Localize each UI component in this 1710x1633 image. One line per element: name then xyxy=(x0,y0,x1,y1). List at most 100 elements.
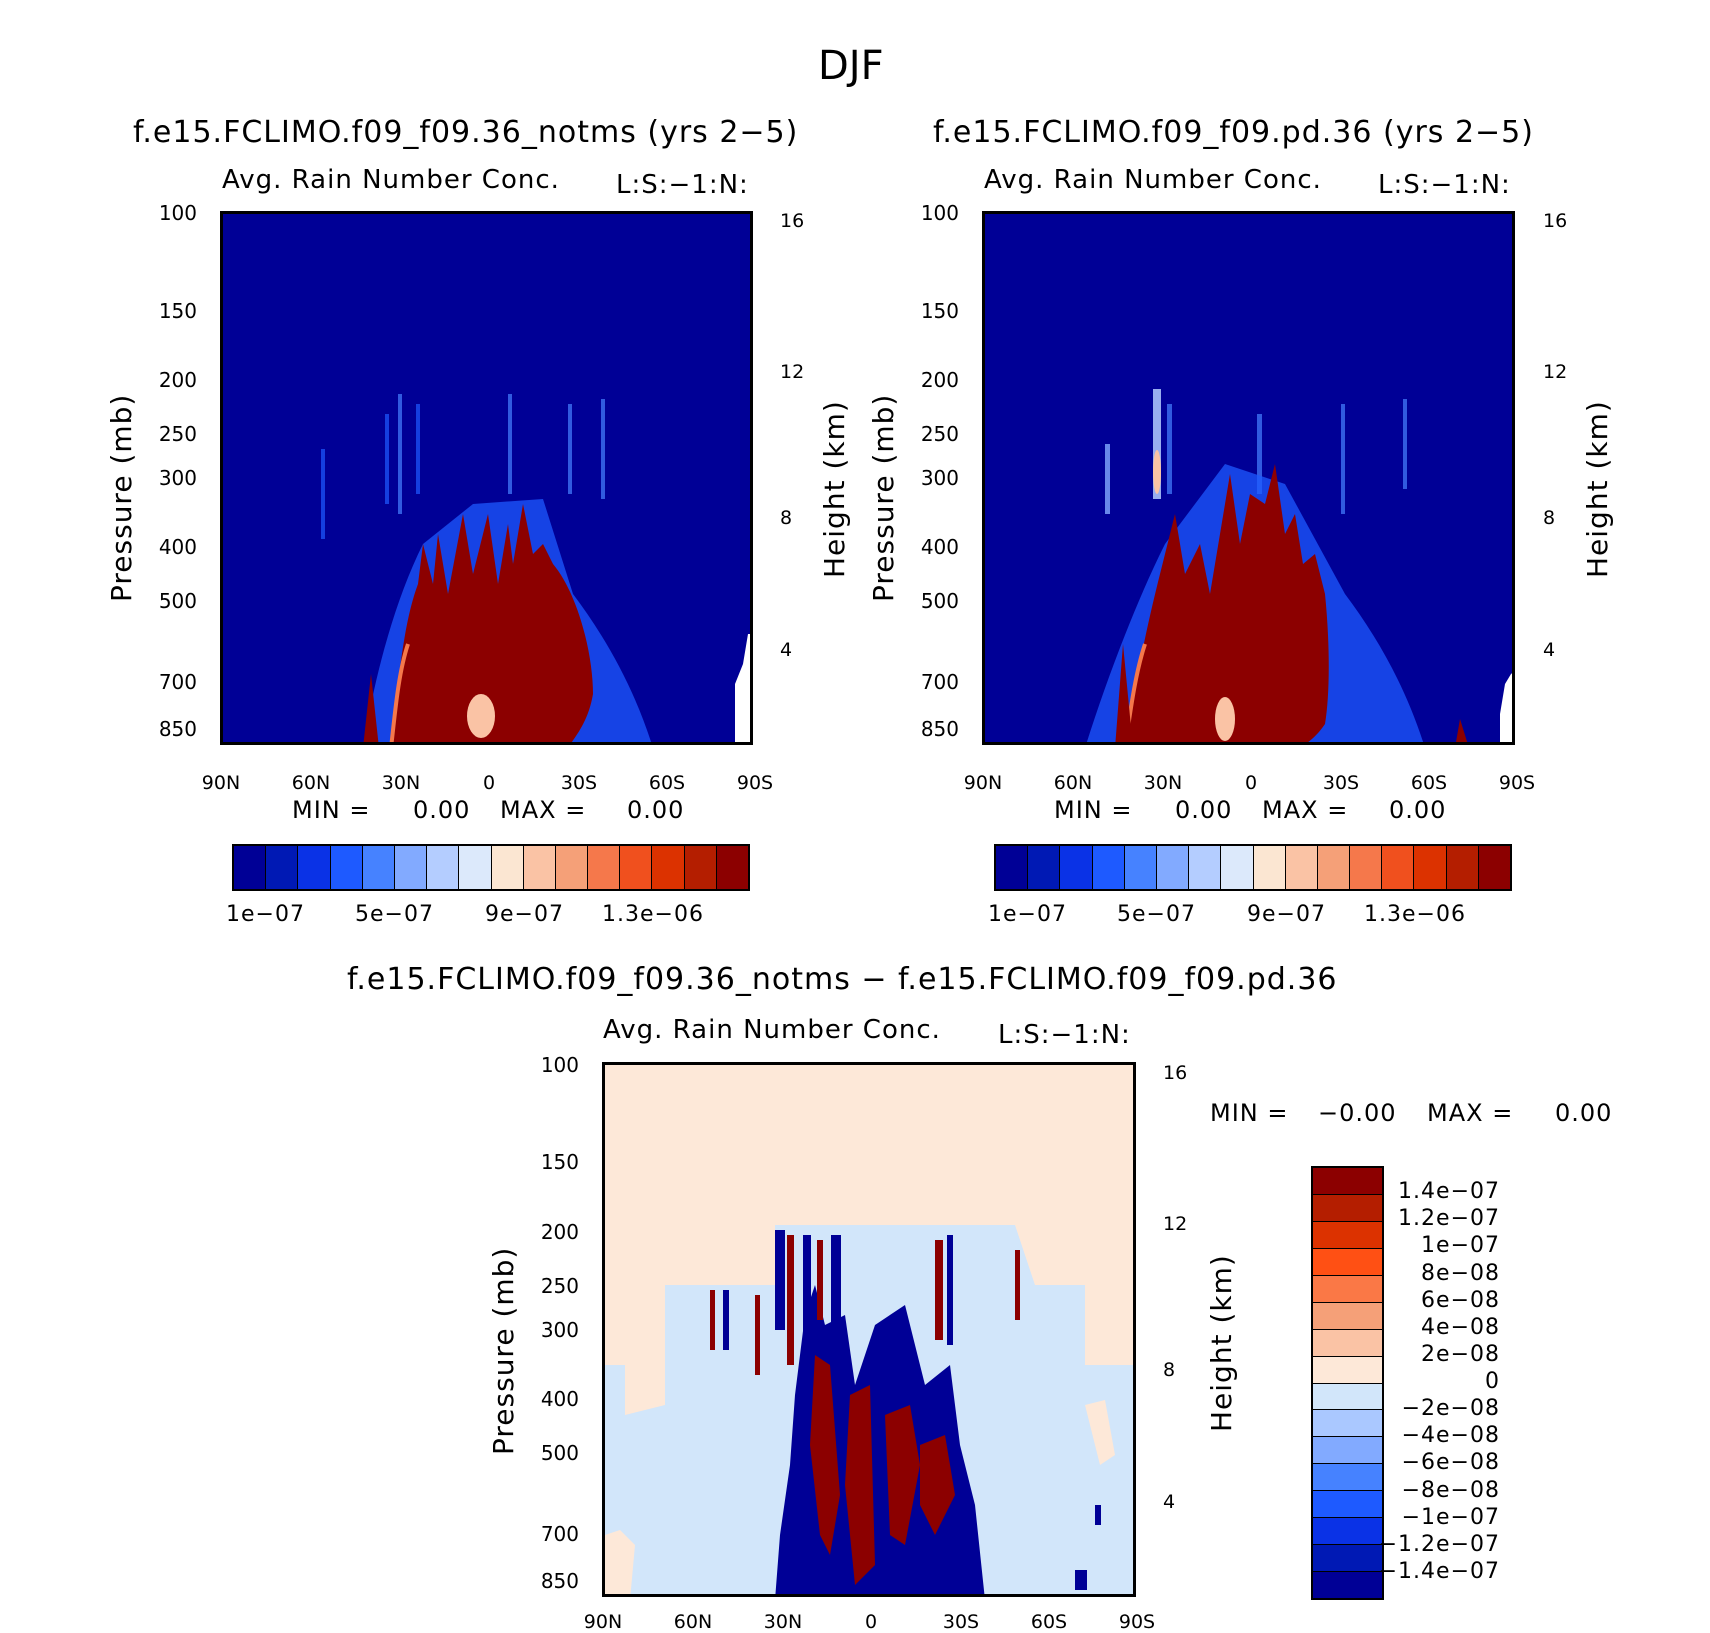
panel-1-x-tick: 30S xyxy=(560,772,598,794)
panel-2-min-value: 0.00 xyxy=(1175,796,1233,824)
panel-2-y-tick: 850 xyxy=(920,717,959,741)
panel-3-streak-pos xyxy=(817,1240,823,1320)
panel-2-streak xyxy=(1153,389,1161,499)
colorbar-cell xyxy=(1313,1329,1382,1357)
colorbar-cell xyxy=(1124,846,1157,889)
panel-3-x-tick: 30S xyxy=(942,1611,980,1633)
panel-2-title: f.e15.FCLIMO.f09_f09.pd.36 (yrs 2−5) xyxy=(933,115,1534,150)
colorbar-cell xyxy=(620,846,653,889)
panel-1-max-value: 0.00 xyxy=(627,796,685,824)
panel-1-y2-tick: 4 xyxy=(780,639,793,661)
panel-3-dot-neg xyxy=(1075,1570,1087,1590)
panel-2-x-tick: 90N xyxy=(963,772,1003,794)
panel-1-missing xyxy=(735,634,750,742)
colorbar-cell xyxy=(684,846,717,889)
panel-3-pos-patch xyxy=(1085,1400,1115,1465)
panel-3-level-annotation: L:S:−1:N: xyxy=(998,1020,1131,1050)
panel-1-streak xyxy=(321,449,325,539)
colorbar-cell xyxy=(1414,846,1447,889)
panel-3-plot-area xyxy=(602,1062,1136,1597)
panel-2-y-tick: 300 xyxy=(920,466,959,490)
panel-3-x-tick: 0 xyxy=(864,1611,878,1633)
panel-1-y2-tick: 8 xyxy=(780,507,793,529)
colorbar-cell xyxy=(1313,1464,1382,1492)
colorbar-cell xyxy=(1313,1383,1382,1411)
panel-1-streak xyxy=(416,404,420,494)
panel-2-y2-tick: 4 xyxy=(1543,639,1556,661)
colorbar-cell xyxy=(427,846,460,889)
panel-3-min-value: −0.00 xyxy=(1318,1099,1397,1127)
panel-1-x-tick: 90S xyxy=(736,772,774,794)
panel-2-plot-area xyxy=(982,211,1515,745)
panel-3-y2-tick: 4 xyxy=(1163,1491,1176,1513)
panel-3-colorbar-label: −8e−08 xyxy=(1401,1477,1500,1503)
colorbar-cell xyxy=(1313,1275,1382,1303)
colorbar-cell xyxy=(1060,846,1093,889)
panel-1-variable-label: Avg. Rain Number Conc. xyxy=(222,165,560,195)
panel-2-max-label: MAX = xyxy=(1262,796,1349,824)
panel-2-level-annotation: L:S:−1:N: xyxy=(1378,170,1511,200)
panel-2-light-spot xyxy=(1215,697,1235,741)
panel-2-core xyxy=(1125,464,1329,742)
panel-3-variable-label: Avg. Rain Number Conc. xyxy=(603,1015,941,1045)
panel-2-variable-label: Avg. Rain Number Conc. xyxy=(984,165,1322,195)
panel-1-x-tick: 30N xyxy=(381,772,421,794)
panel-3-y-tick: 250 xyxy=(540,1274,579,1298)
colorbar-cell xyxy=(716,846,748,889)
panel-3-streak-neg xyxy=(723,1290,729,1350)
panel-2-colorbar xyxy=(994,844,1512,891)
colorbar-cell xyxy=(555,846,589,889)
panel-1-streak xyxy=(568,404,572,494)
colorbar-cell xyxy=(1028,846,1061,889)
panel-2-streak xyxy=(1105,444,1110,514)
colorbar-cell xyxy=(330,846,363,889)
panel-3-y-tick: 200 xyxy=(540,1220,579,1244)
panel-3-strong-pos xyxy=(885,1405,920,1545)
panel-2-colorbar-label: 5e−07 xyxy=(1117,902,1196,927)
panel-1-light-spot xyxy=(467,694,495,738)
colorbar-cell xyxy=(1156,846,1190,889)
panel-3-colorbar-label: 8e−08 xyxy=(1421,1260,1500,1286)
panel-3-title: f.e15.FCLIMO.f09_f09.36_notms − f.e15.FC… xyxy=(347,962,1338,997)
panel-2-streak-core xyxy=(1153,450,1161,494)
panel-3-x-tick: 60S xyxy=(1030,1611,1068,1633)
colorbar-cell xyxy=(1317,846,1351,889)
panel-3-y2-tick: 16 xyxy=(1163,1062,1188,1084)
panel-1-colorbar-label: 9e−07 xyxy=(485,902,564,927)
panel-3-streak-neg xyxy=(947,1235,953,1345)
panel-3-strong-pos xyxy=(920,1435,955,1535)
panel-2-y-tick: 200 xyxy=(920,368,959,392)
colorbar-cell xyxy=(1478,846,1510,889)
colorbar-cell xyxy=(298,846,331,889)
panel-1-core xyxy=(391,504,593,742)
colorbar-cell xyxy=(394,846,428,889)
colorbar-cell xyxy=(266,846,299,889)
panel-3-streak-neg xyxy=(831,1235,841,1325)
panel-3-x-tick: 90N xyxy=(583,1611,623,1633)
panel-3-strong-pos xyxy=(810,1355,840,1555)
panel-2-y-tick: 100 xyxy=(920,201,959,225)
panel-2-x-tick: 60N xyxy=(1053,772,1093,794)
panel-1-colorbar-label: 1e−07 xyxy=(226,902,305,927)
panel-3-streak-pos xyxy=(787,1235,794,1365)
panel-3-colorbar-label: −1.2e−07 xyxy=(1378,1531,1500,1557)
colorbar-cell xyxy=(1313,1194,1382,1222)
panel-3-y-tick: 300 xyxy=(540,1318,579,1342)
panel-2-min-label: MIN = xyxy=(1054,796,1133,824)
panel-3-max-label: MAX = xyxy=(1427,1099,1514,1127)
panel-3-streak-pos xyxy=(1015,1250,1020,1320)
panel-1-max-label: MAX = xyxy=(500,796,587,824)
panel-3-heatmap xyxy=(605,1225,1133,1594)
panel-3-max-value: 0.00 xyxy=(1555,1099,1613,1127)
colorbar-cell xyxy=(1313,1356,1382,1384)
panel-2-max-value: 0.00 xyxy=(1389,796,1447,824)
panel-1-streak xyxy=(601,399,605,499)
panel-3-y-tick: 100 xyxy=(540,1053,579,1077)
panel-3-min-label: MIN = xyxy=(1210,1099,1289,1127)
colorbar-cell xyxy=(1313,1168,1382,1195)
panel-3-colorbar-label: −1e−07 xyxy=(1401,1504,1500,1530)
panel-2-small-plume xyxy=(1115,644,1133,742)
panel-2-x-tick: 30N xyxy=(1143,772,1183,794)
panel-1-min-label: MIN = xyxy=(292,796,371,824)
panel-3-streak-pos xyxy=(710,1290,715,1350)
